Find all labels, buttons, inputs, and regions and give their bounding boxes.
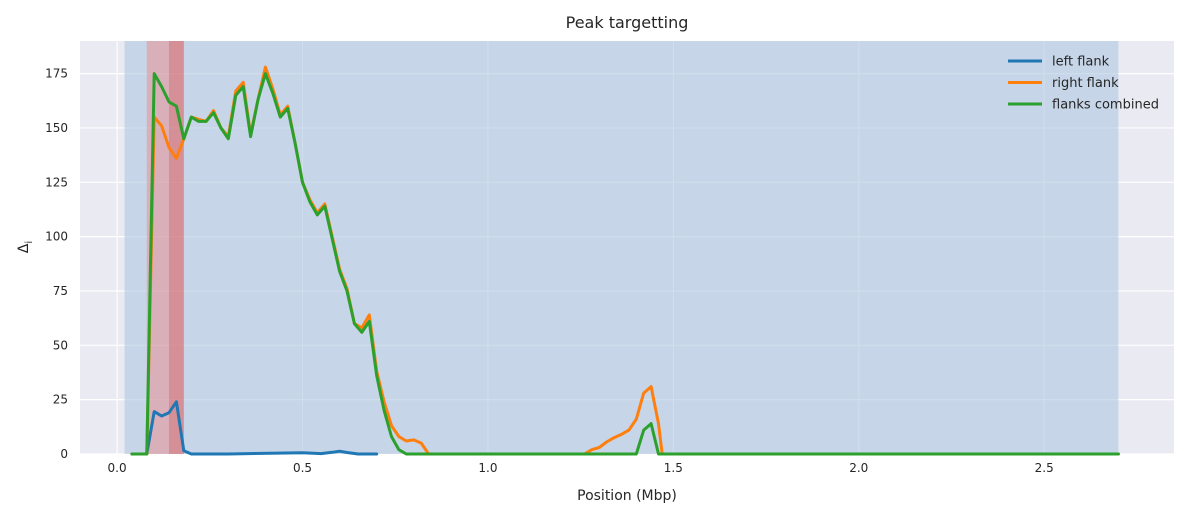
y-axis-label: Δi [16, 241, 35, 253]
legend-label: right flank [1052, 76, 1119, 91]
y-axis-label-subscript: i [24, 241, 35, 244]
x-tick-label: 1.0 [478, 461, 497, 475]
chart-title: Peak targetting [566, 13, 689, 32]
y-tick-label: 100 [45, 230, 68, 244]
y-axis-label-main: Δ [16, 243, 32, 253]
x-tick-label: 2.0 [849, 461, 868, 475]
shaded-region-0 [124, 41, 1119, 454]
y-tick-label: 125 [45, 175, 68, 189]
legend-label: flanks combined [1052, 98, 1159, 113]
series-line-left-flank [130, 400, 379, 456]
x-tick-label: 1.5 [664, 461, 683, 475]
legend: left flank right flank flanks combined [1008, 55, 1159, 113]
y-tick-label: 50 [53, 338, 68, 352]
x-tick-label: 0.0 [108, 461, 127, 475]
y-tick-label: 25 [53, 393, 68, 407]
x-tick-label: 0.5 [293, 461, 312, 475]
x-axis-label: Position (Mbp) [577, 488, 677, 504]
y-tick-label: 175 [45, 67, 68, 81]
legend-label: left flank [1052, 55, 1110, 70]
x-tick-label: 2.5 [1035, 461, 1054, 475]
series-line-flanks-combined [130, 72, 1120, 456]
y-tick-label: 75 [53, 284, 68, 298]
y-tick-label: 0 [60, 447, 68, 461]
shaded-region-2 [169, 41, 184, 454]
y-tick-label: 150 [45, 121, 68, 135]
plot-area: 0.0 0.5 1.0 1.5 2.0 2.5 0 25 50 75 100 125 150 175 [45, 41, 1174, 475]
